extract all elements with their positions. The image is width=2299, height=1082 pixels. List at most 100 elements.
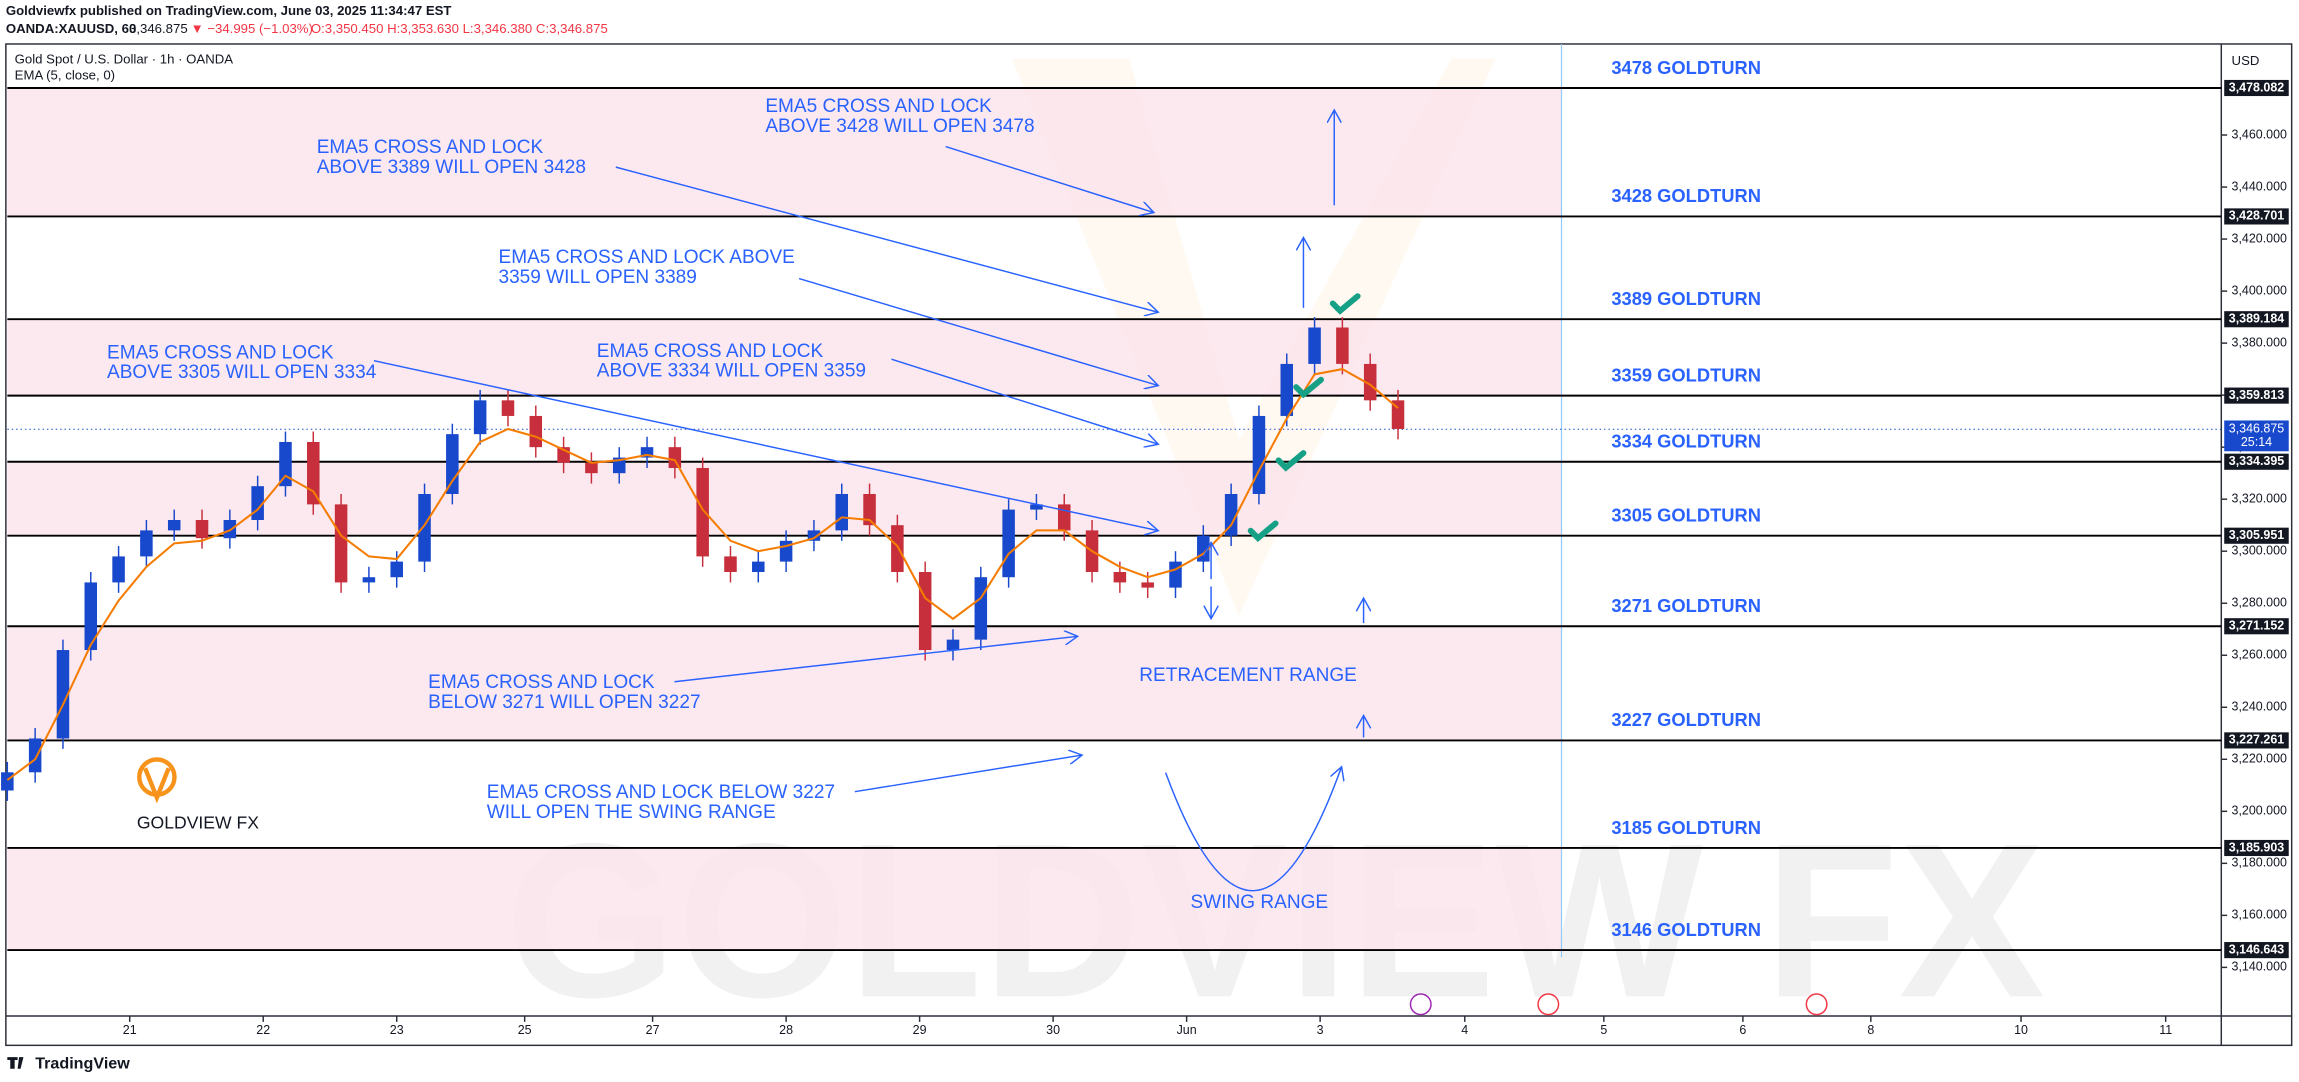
- check: [1247, 520, 1279, 543]
- arrow: [891, 358, 1158, 444]
- candle-body: [1336, 327, 1349, 364]
- candle-body: [724, 556, 737, 573]
- x-tick-label: 29: [913, 1023, 927, 1037]
- x-tick-label: 21: [123, 1023, 137, 1037]
- level-tag: [2224, 453, 2289, 470]
- level-label: 3,334.395: [2229, 454, 2284, 468]
- candle-body: [946, 639, 960, 651]
- annotation: BELOW 3271 WILL OPEN 3227: [428, 692, 700, 713]
- level-tag: [2224, 839, 2289, 857]
- currency: USD: [2232, 53, 2260, 68]
- candle-body: [1030, 504, 1043, 510]
- x-tick-label: 28: [779, 1023, 793, 1037]
- candle-body: [1224, 493, 1238, 536]
- logo-mark: [143, 767, 171, 804]
- axis-group: 3,140.000 3,160.000 3,180.000 3,200.000 3,22…: [7, 57, 2289, 1037]
- annotation: ABOVE 3334 WILL OPEN 3359: [597, 361, 866, 382]
- y-tick-label: 3,200.000: [2232, 804, 2287, 818]
- candle-body: [1391, 400, 1405, 429]
- candle-body: [56, 650, 70, 739]
- level-label: 3,359.813: [2229, 388, 2284, 402]
- ohlc: O:3,350.450 H:3,353.630 L:3,346.380 C:3,…: [311, 21, 608, 36]
- candle-body: [1363, 363, 1377, 401]
- level-tag: [2224, 942, 2289, 959]
- check: [1293, 376, 1324, 399]
- zone-group: [7, 43, 1563, 958]
- chart-frame: [5, 43, 2293, 1047]
- y-tick-label: 3,220.000: [2232, 752, 2287, 766]
- annotation: EMA5 CROSS AND LOCK: [107, 342, 334, 363]
- y-tick-label: 3,400.000: [2232, 283, 2287, 297]
- annotation: EMA5 CROSS AND LOCK ABOVE: [499, 247, 795, 268]
- candle-body: [1113, 572, 1127, 583]
- y-tick-label: 3,380.000: [2232, 335, 2287, 349]
- y-tick-label: 3,160.000: [2232, 908, 2287, 922]
- y-tick-label: 3,320.000: [2232, 491, 2287, 505]
- check: [1329, 293, 1361, 315]
- candle-body: [84, 582, 98, 651]
- level-tag: [2224, 79, 2289, 97]
- level-name: 3478 GOLDTURN: [1611, 57, 1761, 78]
- y-tick-label: 3,460.000: [2232, 127, 2287, 141]
- annotation: EMA5 CROSS AND LOCK: [765, 96, 992, 117]
- candle-body: [585, 462, 598, 474]
- candle-body: [473, 400, 487, 435]
- candle-body: [1308, 327, 1321, 364]
- level-tag: [2224, 618, 2289, 635]
- level-tag: [2224, 527, 2289, 544]
- candle-body: [28, 738, 42, 773]
- candle-body: [279, 441, 292, 487]
- price-countdown: 25:14: [2241, 435, 2272, 449]
- arrow: [615, 166, 1158, 312]
- candle-body: [1169, 561, 1182, 588]
- symbol: OANDA:XAUUSD, 60: [6, 21, 136, 36]
- annotation: EMA5 CROSS AND LOCK: [317, 137, 544, 158]
- x-tick-label: 8: [1867, 1023, 1874, 1037]
- x-tick-label: 4: [1461, 1023, 1468, 1037]
- x-tick-label: 27: [646, 1023, 660, 1037]
- arrow: [373, 359, 1158, 531]
- arrows: [373, 110, 1364, 892]
- y-tick-label: 3,180.000: [2232, 856, 2287, 870]
- footer-logo: [7, 1057, 24, 1069]
- candle-body: [918, 572, 932, 651]
- candle-body: [1280, 363, 1294, 416]
- indicator: EMA (5, close, 0): [15, 68, 115, 83]
- level-label: 3,478.082: [2229, 80, 2284, 94]
- x-tick-label: Jun: [1177, 1023, 1197, 1037]
- publisher: Goldviewfx published on TradingView.com,…: [6, 3, 452, 18]
- price-label: 3,346.875: [2229, 422, 2284, 436]
- x-tick-label: 25: [518, 1023, 532, 1037]
- event-icon: [1409, 993, 1432, 1016]
- annotation: EMA5 CROSS AND LOCK: [428, 672, 655, 693]
- candle-body: [362, 577, 376, 583]
- x-tick-label: 22: [256, 1023, 270, 1037]
- candle-body: [1002, 509, 1015, 578]
- annotation: WILL OPEN THE SWING RANGE: [487, 802, 776, 823]
- candle-body: [696, 467, 709, 557]
- change: ▼ −34.995 (−1.03%): [191, 21, 313, 36]
- zone: [7, 319, 1562, 396]
- level-label: 3,305.951: [2229, 528, 2284, 542]
- level-label: 3,389.184: [2229, 312, 2284, 326]
- annotation: ABOVE 3389 WILL OPEN 3428: [317, 157, 586, 178]
- zone: [7, 461, 1562, 536]
- candle-body: [529, 415, 543, 448]
- x-tick-label: 11: [2159, 1023, 2172, 1037]
- arrow: [798, 277, 1158, 386]
- candle-body: [167, 519, 181, 531]
- zone: [7, 847, 1562, 951]
- y-tick-label: 3,140.000: [2232, 960, 2287, 974]
- event-icon: [1537, 993, 1560, 1016]
- arrow: [674, 636, 1077, 683]
- y-tick-label: 3,300.000: [2232, 544, 2287, 558]
- candle-body: [668, 447, 682, 468]
- level-name: 3389 GOLDTURN: [1611, 288, 1761, 309]
- annotation: ABOVE 3305 WILL OPEN 3334: [107, 362, 377, 383]
- candle-body: [140, 530, 153, 557]
- annotation: 3359 WILL OPEN 3389: [499, 267, 697, 288]
- candle-body: [418, 493, 431, 562]
- level-tag: [2224, 387, 2289, 404]
- level-name: 3305 GOLDTURN: [1611, 505, 1761, 526]
